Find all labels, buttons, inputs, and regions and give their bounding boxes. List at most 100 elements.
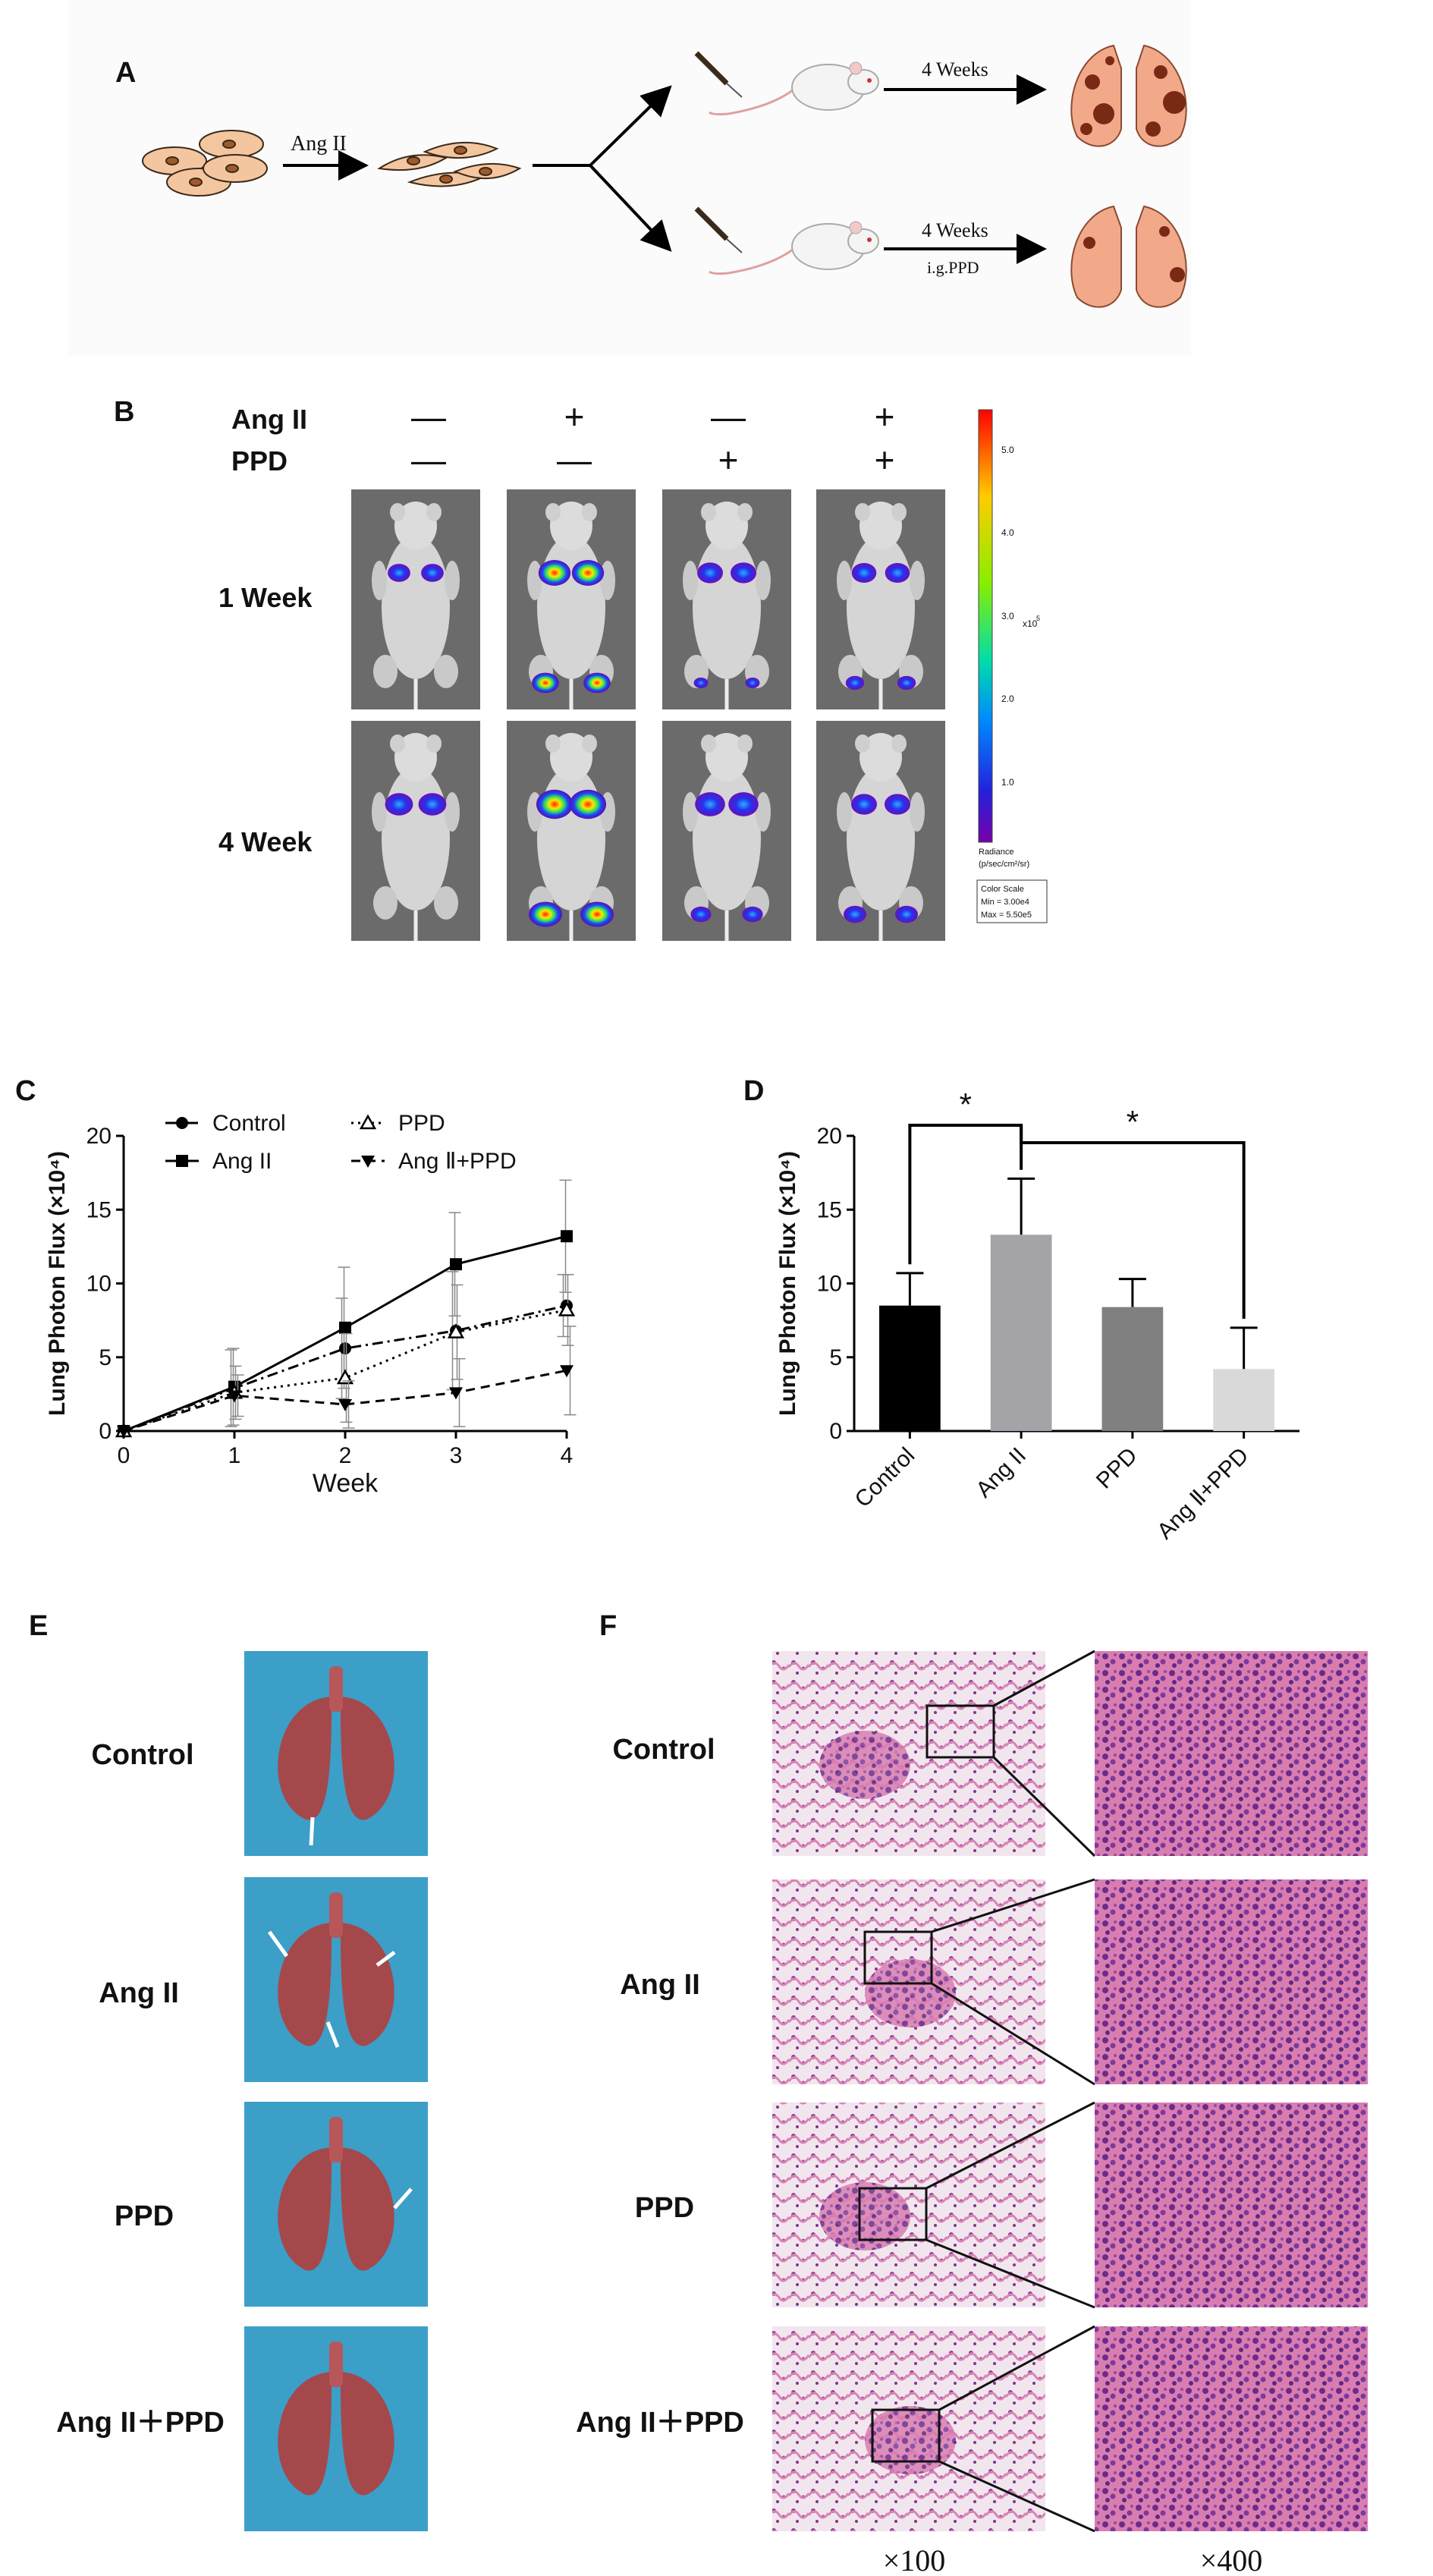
- zoom-box: [858, 2187, 928, 2241]
- injected-mouse-upper: [694, 51, 879, 116]
- mouse-head: [706, 502, 748, 550]
- legend-label: Control: [212, 1111, 286, 1136]
- tumor-focus: [865, 2406, 956, 2474]
- bioluminescence-limb: [844, 905, 866, 923]
- histology-row: [772, 2101, 1368, 2309]
- data-point: [561, 1230, 573, 1243]
- colorbar-exponent: x10: [1023, 618, 1038, 629]
- legend-item-ang-ppd: Ang Ⅱ+PPD: [351, 1149, 517, 1174]
- f-group-label-control: Control: [612, 1734, 715, 1766]
- panel-c-letter: C: [15, 1075, 36, 1107]
- colorbar-exponent-power: 5: [1036, 615, 1040, 622]
- mouse-image: [816, 489, 945, 709]
- histology-row: [772, 2325, 1368, 2533]
- legend-item-control: Control: [165, 1111, 286, 1136]
- ppd-sign-3: +: [718, 440, 739, 480]
- bioluminescence-limb: [690, 906, 712, 923]
- mouse-ear: [582, 734, 597, 753]
- y-tick-label: 10: [86, 1272, 112, 1297]
- mouse-forelimb: [527, 561, 542, 600]
- bioluminescence-lung: [851, 794, 877, 815]
- trachea: [329, 2117, 343, 2162]
- trachea: [329, 1892, 343, 1938]
- mouse-forelimb: [756, 792, 771, 832]
- zoom-line: [938, 2460, 1095, 2533]
- bar-chart: 0 5 10 15 20 Lung Photon Flux (×10⁴) Control An…: [775, 1087, 1299, 1544]
- bar-ang-ppd: Ang Ⅱ+PPD: [1152, 1326, 1274, 1544]
- mouse-ear: [545, 734, 561, 753]
- tumor-arrow: [393, 2188, 413, 2210]
- legend-item-ppd: PPD: [351, 1111, 445, 1136]
- bioluminescence-limb: [580, 901, 614, 927]
- angii-sign-4: +: [875, 397, 895, 436]
- legend-marker: [176, 1117, 188, 1129]
- ppd-sign-4: +: [875, 440, 895, 480]
- angii-sign-2: +: [564, 397, 585, 436]
- y-tick-label: 15: [817, 1197, 842, 1222]
- lung-photo: [244, 1877, 428, 2082]
- he-image-400x: [1095, 2326, 1368, 2531]
- significance-star: *: [1127, 1104, 1139, 1140]
- lungs-few-tumors: [1070, 205, 1187, 308]
- mouse-image: [662, 489, 791, 709]
- bioluminescence-limb: [845, 675, 865, 690]
- mouse-ear: [390, 503, 405, 521]
- y-axis-label: Lung Photon Flux (×10⁴): [45, 1151, 70, 1416]
- tumor-focus: [819, 1731, 910, 1799]
- y-tick-label: 0: [99, 1419, 112, 1444]
- x-tick-label: 0: [118, 1443, 130, 1468]
- data-point: [338, 1398, 352, 1411]
- color-scale-box: [976, 879, 1048, 923]
- colorbar: 5.0 4.0 3.0 2.0 1.0 x10 5 Radiance (p/se…: [976, 409, 1048, 923]
- mouse-hindlimb: [373, 886, 398, 920]
- x-tick-label: Ang II: [971, 1443, 1031, 1503]
- colorbar-unit-title: Radiance: [979, 848, 1013, 857]
- bioluminescence-lung: [885, 562, 910, 583]
- mouse-ear: [545, 503, 561, 521]
- mouse-head: [859, 502, 902, 550]
- f-group-label-ppd: PPD: [635, 2192, 694, 2224]
- tumor-focus: [865, 1959, 956, 2027]
- x-tick-label: 3: [450, 1443, 463, 1468]
- bioluminescence-lung: [418, 793, 447, 816]
- legend-label: PPD: [398, 1111, 445, 1136]
- mouse-image: [351, 721, 480, 941]
- zoom-line: [931, 1878, 1095, 1933]
- y-tick-label: 20: [86, 1124, 112, 1149]
- he-image-400x: [1095, 1651, 1368, 1856]
- timepoint-label-week1: 1 Week: [218, 582, 313, 613]
- x-tick-label: PPD: [1092, 1443, 1142, 1494]
- right-lung-lobe: [340, 1697, 394, 1820]
- lower-arrow-label: 4 Weeks: [922, 219, 988, 241]
- data-point: [449, 1387, 463, 1400]
- mouse-head: [859, 733, 902, 782]
- colorbar-gradient: [978, 409, 993, 843]
- colorbar-tick-4: 4.0: [1001, 527, 1014, 538]
- e-group-label-ppd: PPD: [115, 2200, 174, 2232]
- mouse-image: [662, 721, 791, 941]
- y-tick-label: 5: [99, 1345, 112, 1370]
- mouse-ear: [855, 734, 870, 753]
- magnification-400: ×400: [1200, 2543, 1263, 2576]
- bioluminescence-limb: [529, 901, 562, 927]
- zoom-box: [925, 1704, 995, 1759]
- row-label-ppd: PPD: [231, 445, 288, 477]
- mouse-hindlimb: [434, 886, 458, 920]
- zoom-line: [993, 1650, 1095, 1707]
- data-point: [558, 1301, 576, 1316]
- bioluminescence-lung: [728, 792, 759, 816]
- lung-photo: [244, 2102, 428, 2307]
- he-image-100x: [772, 2103, 1045, 2307]
- y-axis-label: Lung Photon Flux (×10⁴): [775, 1151, 800, 1416]
- mouse-ear: [737, 734, 753, 753]
- tumor-arrow: [325, 2021, 340, 2048]
- panel-b-letter: B: [114, 396, 134, 428]
- data-point: [336, 1369, 354, 1385]
- bioluminescence-lung: [571, 560, 605, 586]
- mouse-head: [394, 733, 437, 782]
- injected-mouse-lower: [694, 206, 879, 275]
- tumor-focus: [819, 2182, 910, 2250]
- bioluminescence-limb: [895, 905, 918, 923]
- color-scale-max: Max = 5.50e5: [981, 911, 1032, 920]
- legend-label: Ang Ⅱ+PPD: [398, 1149, 517, 1174]
